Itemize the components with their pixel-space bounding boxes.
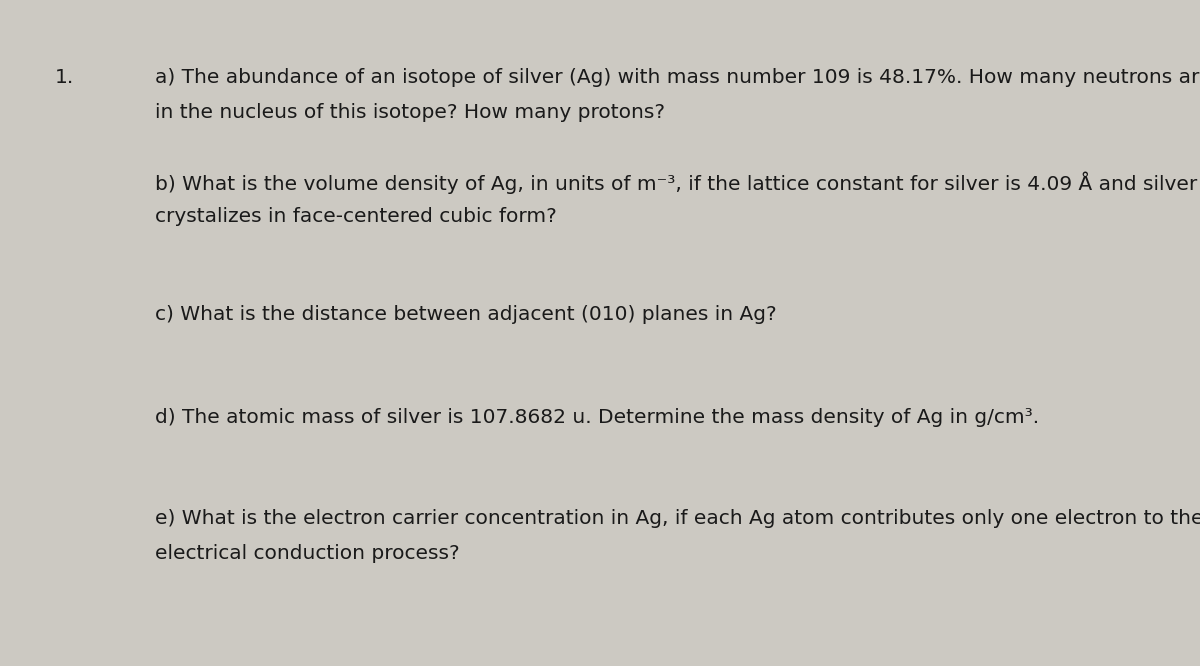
Text: electrical conduction process?: electrical conduction process? — [155, 544, 460, 563]
Text: crystalizes in face-centered cubic form?: crystalizes in face-centered cubic form? — [155, 207, 557, 226]
Text: c) What is the distance between adjacent (010) planes in Ag?: c) What is the distance between adjacent… — [155, 305, 776, 324]
Text: in the nucleus of this isotope? How many protons?: in the nucleus of this isotope? How many… — [155, 103, 665, 122]
Text: 1.: 1. — [55, 68, 74, 87]
Text: b) What is the volume density of Ag, in units of m⁻³, if the lattice constant fo: b) What is the volume density of Ag, in … — [155, 172, 1198, 194]
Text: d) The atomic mass of silver is 107.8682 u. Determine the mass density of Ag in : d) The atomic mass of silver is 107.8682… — [155, 408, 1039, 427]
Text: a) The abundance of an isotope of silver (Ag) with mass number 109 is 48.17%. Ho: a) The abundance of an isotope of silver… — [155, 68, 1200, 87]
Text: e) What is the electron carrier concentration in Ag, if each Ag atom contributes: e) What is the electron carrier concentr… — [155, 509, 1200, 528]
